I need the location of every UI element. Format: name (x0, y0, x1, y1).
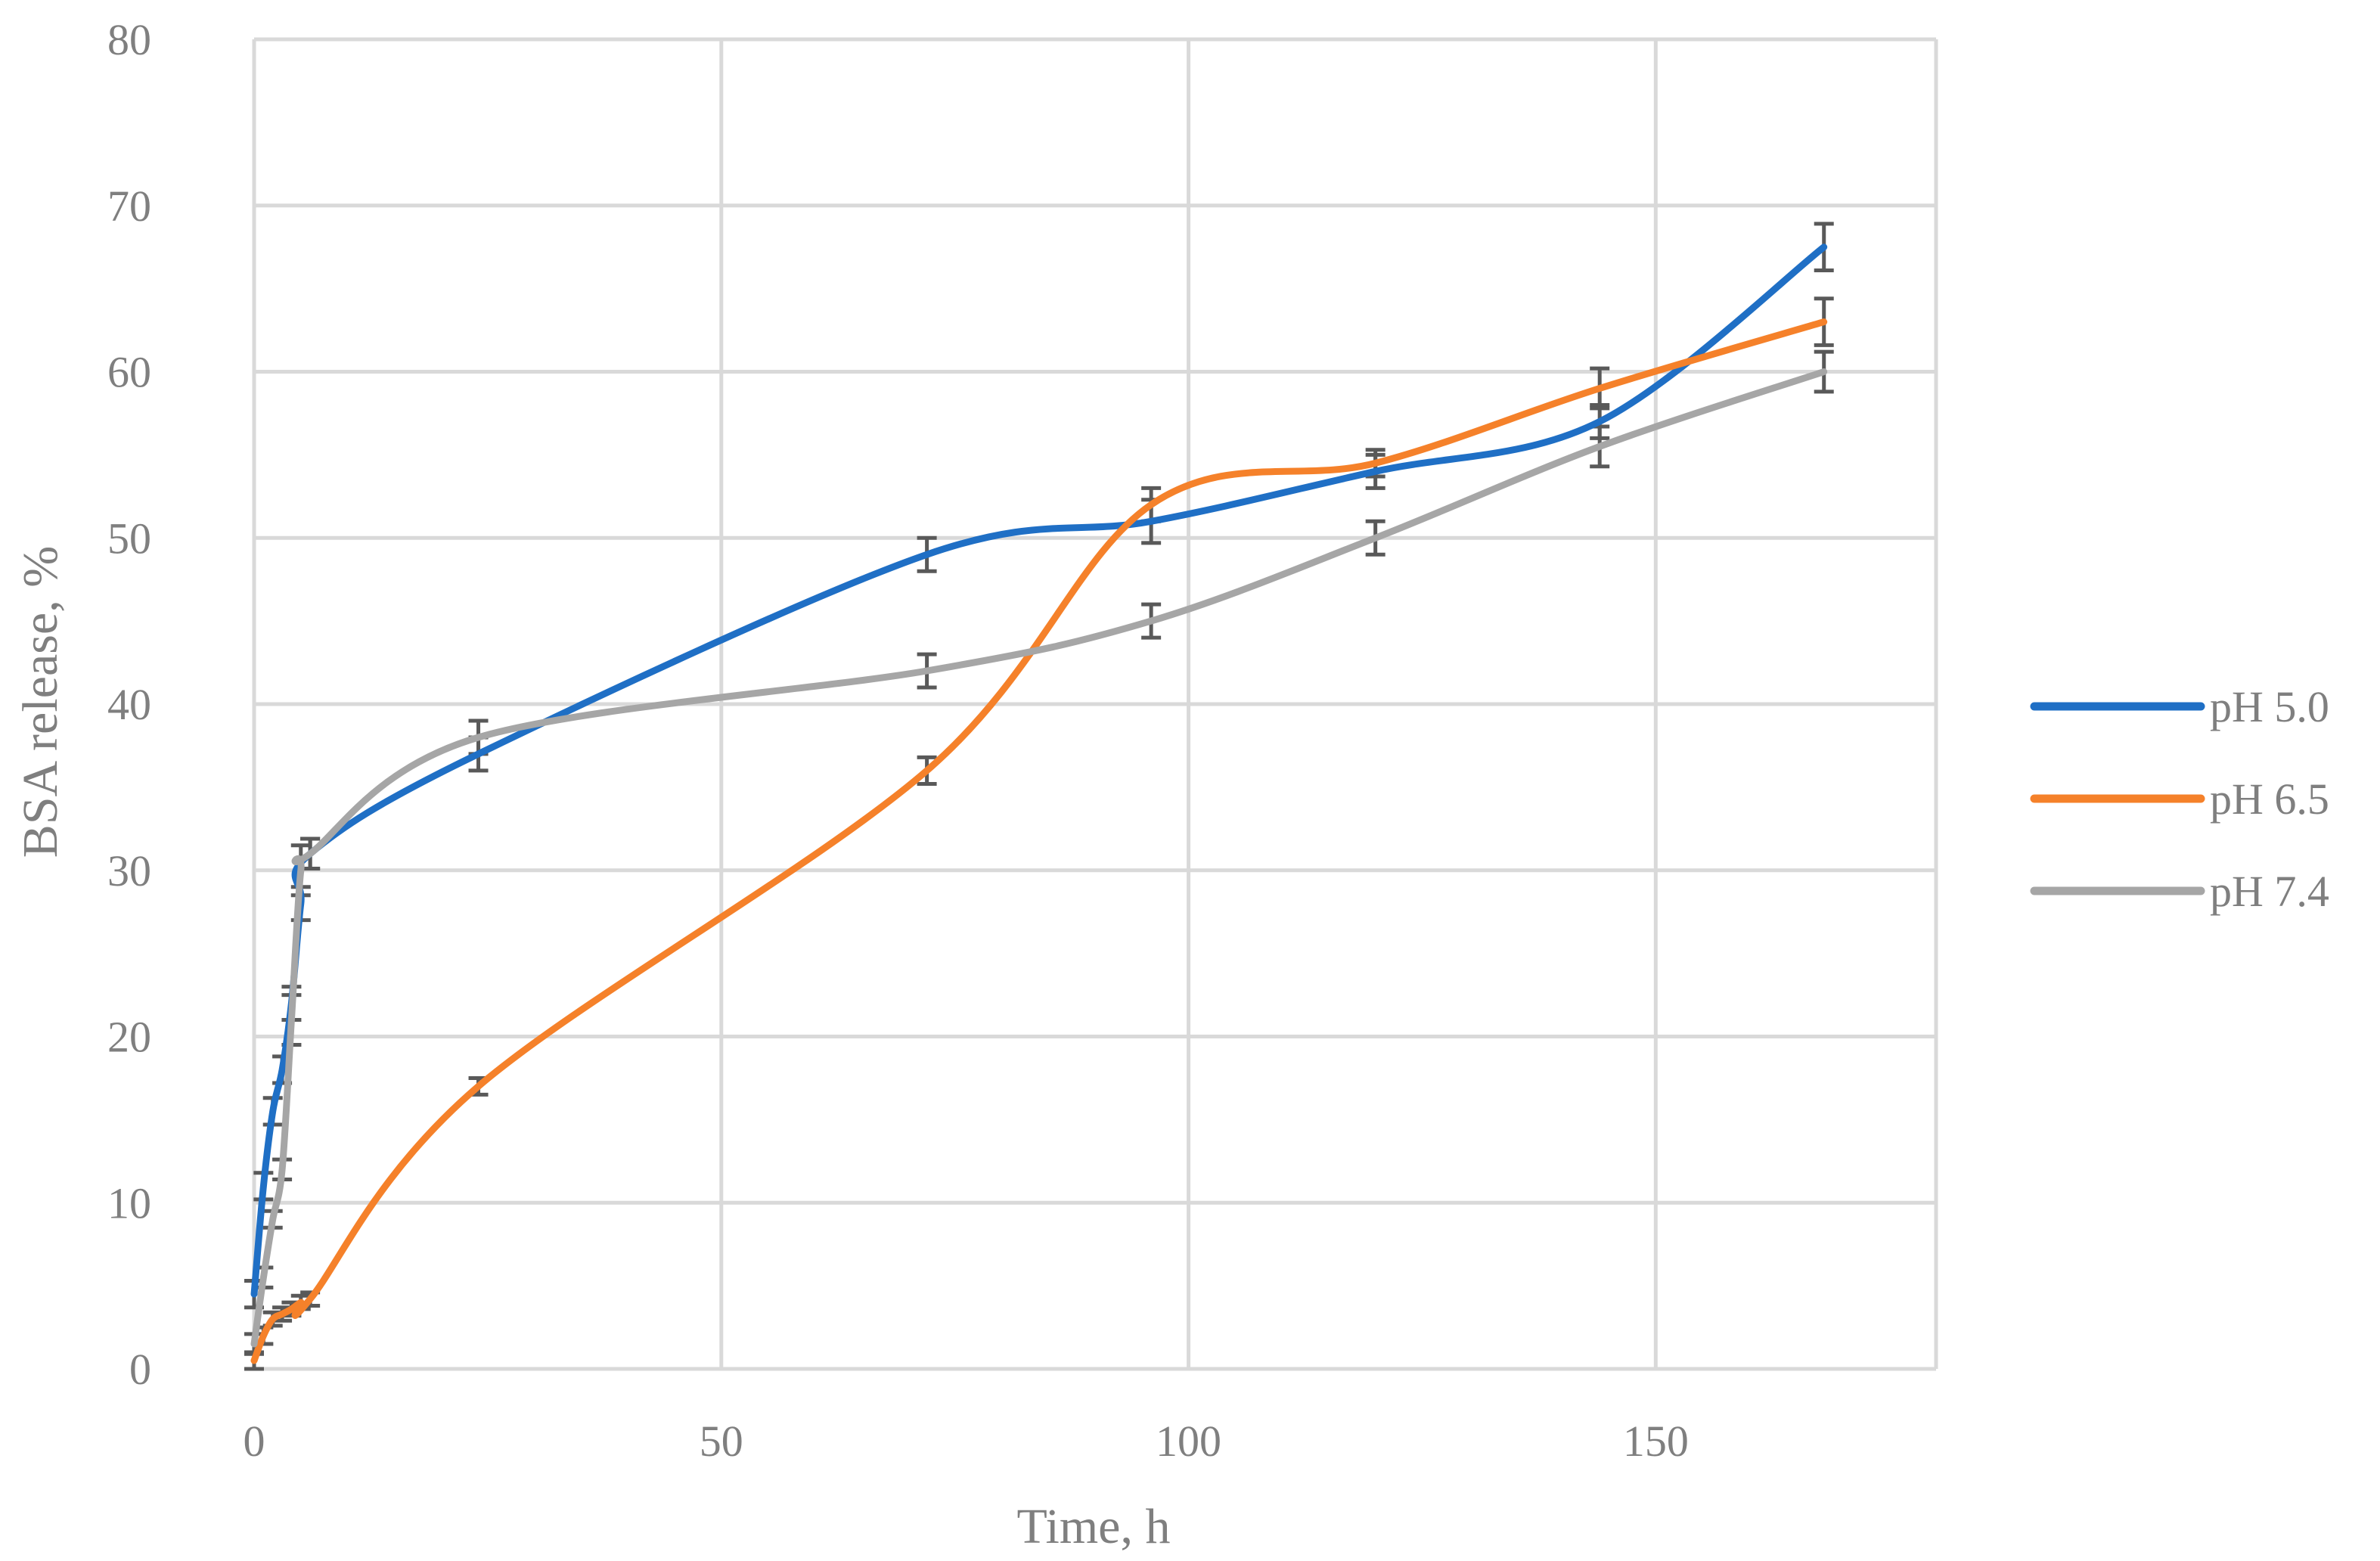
y-axis-title: BSA release, % (13, 546, 68, 858)
y-tick-label: 20 (107, 1013, 151, 1062)
y-tick-label: 70 (107, 182, 151, 231)
legend-item-ph-7-4: pH 7.4 (2030, 867, 2329, 916)
y-tick-label: 50 (107, 514, 151, 563)
y-axis-tick-labels: 0 10 20 30 40 50 60 70 80 (107, 15, 151, 1394)
y-tick-label: 60 (107, 348, 151, 397)
legend-label: pH 7.4 (2210, 867, 2329, 916)
gridlines (252, 37, 1938, 1371)
x-tick-label: 50 (700, 1417, 743, 1466)
series-line-ph-5-0 (250, 244, 1828, 1298)
series-line-ph-6-5 (250, 318, 1828, 1364)
series-layer (244, 222, 1834, 1371)
y-tick-label: 30 (107, 846, 151, 895)
x-tick-label: 100 (1156, 1417, 1221, 1466)
y-tick-label: 80 (107, 15, 151, 64)
error-bars-ph-6-5 (244, 296, 1834, 1371)
x-axis-title: Time, h (1017, 1499, 1171, 1554)
y-tick-label: 40 (107, 680, 151, 729)
legend: pH 5.0 pH 6.5 pH 7.4 (2030, 682, 2329, 916)
x-axis-tick-labels: 0 50 100 150 (244, 1417, 1689, 1466)
y-tick-label: 0 (129, 1345, 151, 1394)
y-tick-label: 10 (107, 1178, 151, 1227)
series-line-ph-7-4 (250, 368, 1828, 1348)
x-tick-label: 0 (244, 1417, 265, 1466)
legend-label: pH 6.5 (2210, 774, 2329, 824)
legend-item-ph-6-5: pH 6.5 (2030, 774, 2329, 824)
legend-label: pH 5.0 (2210, 682, 2329, 731)
x-tick-label: 150 (1623, 1417, 1689, 1466)
legend-item-ph-5-0: pH 5.0 (2030, 682, 2329, 731)
